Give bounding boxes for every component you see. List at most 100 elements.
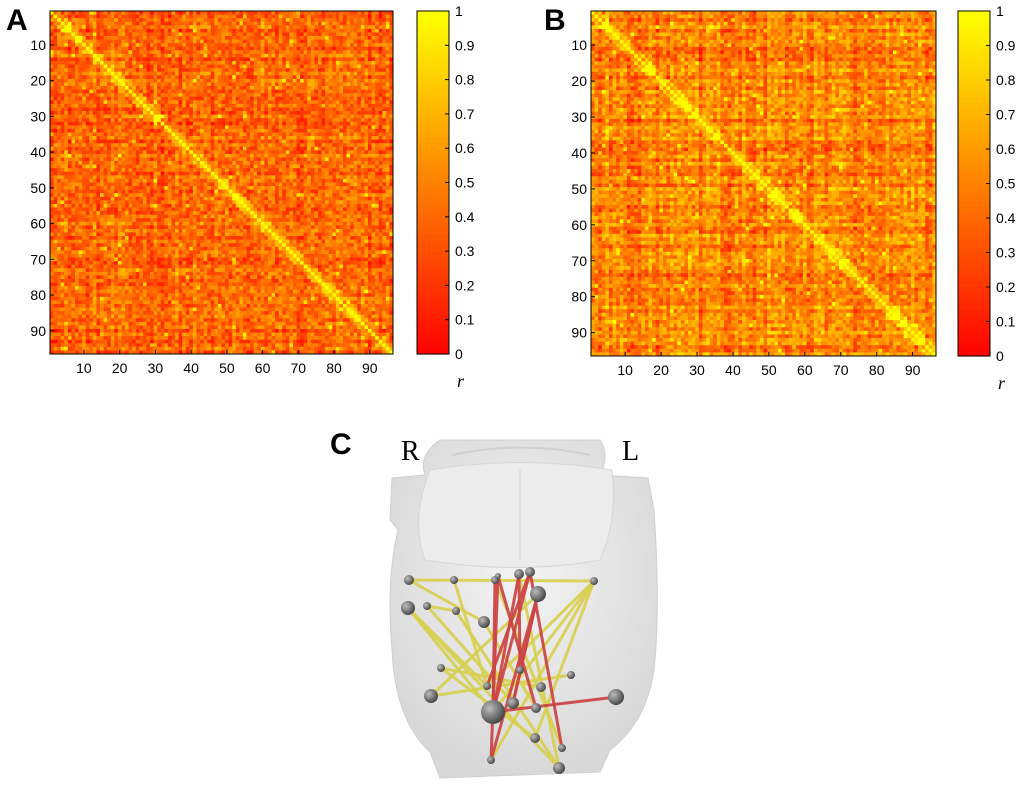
heatmap-cell: [264, 50, 269, 55]
heatmap-cell: [178, 50, 183, 55]
heatmap-cell: [57, 36, 62, 40]
heatmap-cell: [250, 132, 255, 137]
heatmap-cell: [85, 107, 90, 112]
heatmap-cell: [96, 11, 101, 15]
heatmap-cell: [160, 43, 165, 48]
heatmap-cell: [285, 78, 290, 83]
heatmap-cell: [192, 82, 197, 87]
heatmap-cell: [282, 71, 287, 76]
heatmap-cell: [335, 78, 340, 83]
heatmap-cell: [271, 118, 276, 123]
heatmap-cell: [296, 128, 301, 133]
heatmap-cell: [64, 121, 69, 126]
heatmap-cell: [125, 78, 130, 83]
heatmap-cell: [64, 93, 69, 98]
heatmap-cell: [307, 111, 312, 116]
heatmap-cell: [364, 68, 369, 73]
heatmap-cell: [89, 118, 94, 123]
heatmap-cell: [57, 118, 62, 123]
heatmap-cell: [71, 32, 76, 37]
heatmap-cell: [185, 11, 190, 15]
heatmap-cell: [71, 39, 76, 44]
heatmap-cell: [378, 43, 383, 48]
heatmap-cell: [128, 28, 133, 33]
heatmap-cell: [267, 14, 272, 19]
heatmap-cell: [260, 43, 265, 48]
heatmap-cell: [132, 39, 137, 44]
heatmap-cell: [160, 118, 165, 123]
heatmap-cell: [342, 125, 347, 130]
heatmap-cell: [100, 100, 104, 105]
heatmap-cell: [82, 118, 87, 123]
heatmap-cell: [121, 36, 126, 40]
heatmap-cell: [207, 114, 212, 119]
heatmap-cell: [257, 107, 262, 112]
heatmap-cell: [260, 14, 265, 19]
heatmap-cell: [310, 107, 315, 112]
heatmap-cell: [328, 107, 333, 112]
heatmap-cell: [203, 75, 208, 80]
heatmap-cell: [71, 118, 76, 123]
heatmap-cell: [185, 121, 190, 126]
heatmap-cell: [371, 46, 376, 51]
heatmap-cell: [157, 107, 162, 112]
heatmap-cell: [185, 96, 190, 101]
heatmap-cell: [71, 11, 76, 15]
heatmap-cell: [57, 111, 62, 116]
heatmap-cell: [182, 82, 187, 87]
heatmap-cell: [207, 111, 212, 116]
heatmap-cell: [275, 36, 280, 40]
heatmap-cell: [239, 32, 244, 37]
heatmap-cell: [167, 93, 172, 98]
heatmap-cell: [75, 100, 79, 105]
heatmap-cell: [307, 82, 312, 87]
heatmap-cell: [110, 53, 115, 58]
heatmap-cell: [128, 75, 133, 80]
heatmap-cell: [271, 103, 276, 108]
heatmap-cell: [117, 32, 122, 37]
heatmap-cell: [332, 93, 337, 98]
heatmap-cell: [64, 125, 69, 130]
heatmap-cell: [239, 61, 244, 65]
heatmap-cell: [192, 68, 197, 73]
heatmap-cell: [285, 18, 290, 23]
heatmap-cell: [314, 118, 319, 123]
heatmap-cell: [192, 96, 197, 101]
heatmap-cell: [142, 125, 147, 130]
heatmap-cell: [275, 21, 280, 26]
heatmap-cell: [64, 36, 69, 40]
heatmap-cell: [128, 18, 133, 23]
heatmap-cell: [285, 128, 290, 133]
heatmap-cell: [217, 89, 222, 94]
heatmap-cell: [189, 53, 194, 58]
heatmap-cell: [82, 32, 87, 37]
heatmap-cell: [303, 68, 308, 73]
heatmap-cell: [342, 128, 347, 133]
heatmap-cell: [267, 111, 272, 116]
heatmap-cell: [57, 114, 62, 119]
heatmap-cell: [264, 61, 269, 65]
heatmap-cell: [346, 57, 351, 62]
heatmap-cell: [135, 57, 140, 62]
heatmap-cell: [346, 64, 351, 69]
heatmap-cell: [257, 18, 262, 23]
heatmap-cell: [292, 46, 297, 51]
heatmap-cell: [160, 107, 165, 112]
heatmap-cell: [57, 46, 62, 51]
heatmap-cell: [239, 107, 244, 112]
heatmap-cell: [146, 96, 151, 101]
heatmap-cell: [67, 100, 72, 105]
heatmap-cell: [110, 28, 115, 33]
heatmap-cell: [350, 32, 355, 37]
heatmap-cell: [367, 46, 372, 51]
heatmap-cell: [353, 46, 358, 51]
heatmap-cell: [100, 111, 104, 116]
heatmap-cell: [50, 96, 54, 101]
heatmap-cell: [132, 100, 137, 105]
heatmap-cell: [360, 53, 365, 58]
heatmap-cell: [125, 14, 130, 19]
heatmap-cell: [278, 57, 283, 62]
heatmap-cell: [260, 118, 265, 123]
heatmap-cell: [307, 46, 312, 51]
heatmap-cell: [196, 125, 201, 130]
